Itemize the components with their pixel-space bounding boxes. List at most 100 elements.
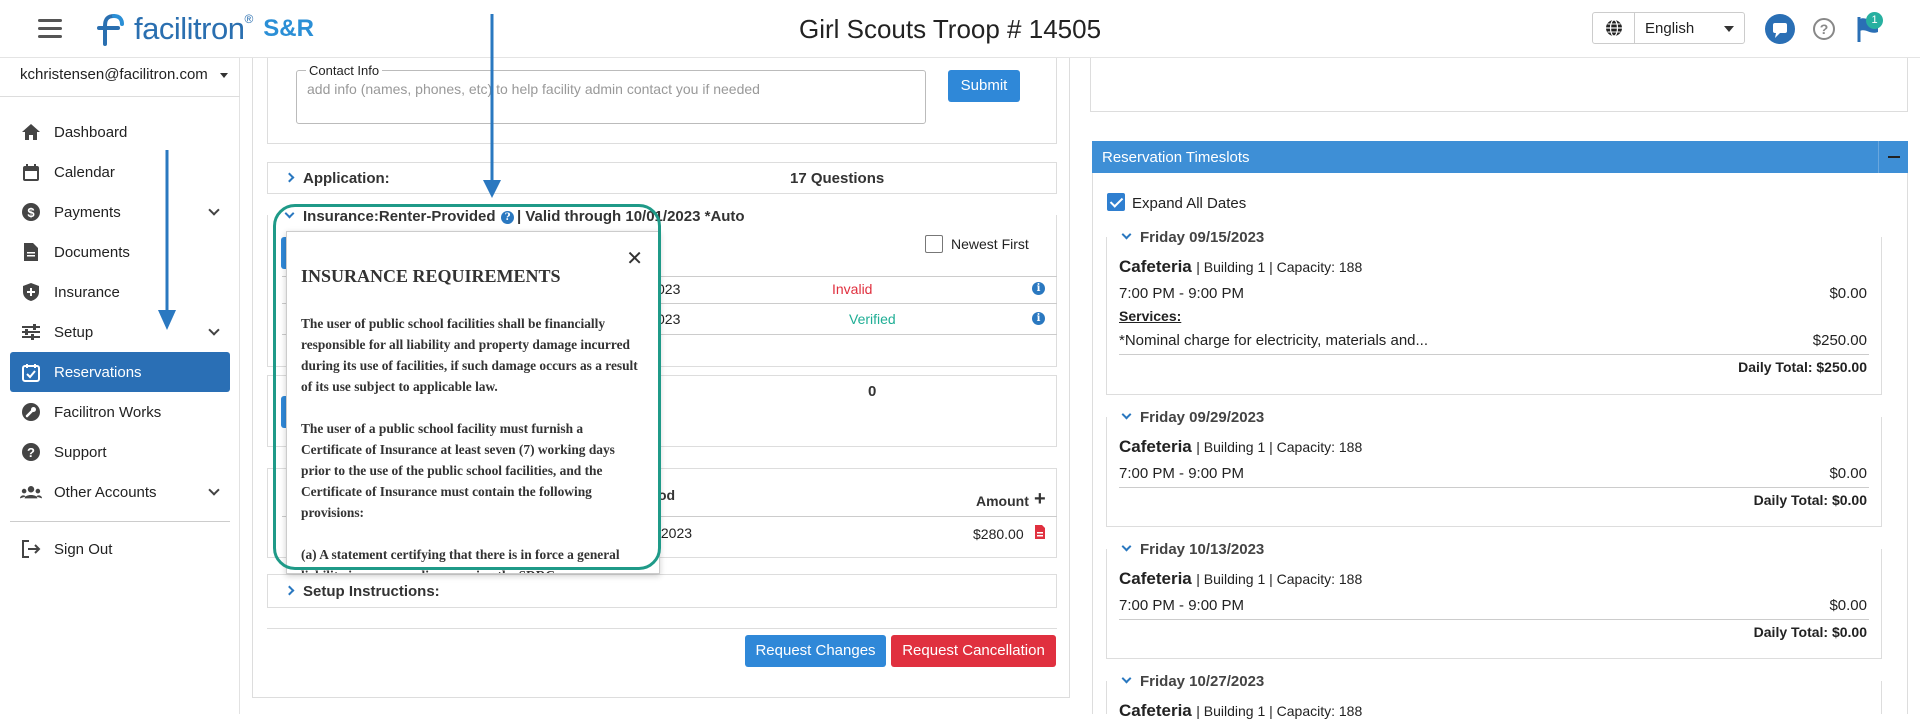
menu-icon[interactable] <box>38 19 62 38</box>
map-panel <box>1090 58 1908 112</box>
language-select[interactable]: English <box>1592 12 1745 44</box>
add-payment-icon[interactable]: + <box>1034 488 1046 510</box>
sidebar-item-reservations[interactable]: Reservations <box>10 352 230 392</box>
timeslot-card: Friday 10/13/2023 Cafeteria | Building 1… <box>1106 541 1882 659</box>
chevron-down-icon <box>219 72 228 78</box>
contact-section: Contact Info add info (names, phones, et… <box>267 58 1057 144</box>
sidebar-item-calendar[interactable]: Calendar <box>10 152 230 192</box>
sidebar-item-insurance[interactable]: Insurance <box>10 272 230 312</box>
logo-text: facilitron <box>134 11 245 46</box>
timeslot-amount: $0.00 <box>1829 465 1867 482</box>
pdf-icon[interactable] <box>1034 524 1046 540</box>
payments-section: od Amount + /2023 $280.00 <box>267 468 1057 558</box>
timeslot-card: Friday 09/15/2023 Cafeteria | Building 1… <box>1106 229 1882 395</box>
daily-total: Daily Total: $0.00 <box>1753 492 1867 508</box>
timeslot-amount: $0.00 <box>1829 597 1867 614</box>
chevron-down-icon <box>1121 229 1132 239</box>
page-title: Girl Scouts Troop # 14505 <box>798 14 1102 44</box>
timeslots-title: Reservation Timeslots <box>1102 149 1250 166</box>
timeslot-time: 7:00 PM - 9:00 PM <box>1119 285 1245 302</box>
sidebar: kchristensen@facilitron.com Dashboard Ca… <box>0 58 240 714</box>
setup-instructions-title: Setup Instructions: <box>284 583 440 600</box>
timeslot-amount: $0.00 <box>1829 285 1867 302</box>
chevron-down-icon[interactable] <box>208 204 220 216</box>
timeslot-time: 7:00 PM - 9:00 PM <box>1119 597 1245 614</box>
timeslot-date[interactable]: Friday 09/29/2023 <box>1121 409 1264 426</box>
service-amount: $250.00 <box>1812 332 1867 349</box>
timeslot-location: Cafeteria | Building 1 | Capacity: 188 <box>1119 257 1363 276</box>
divider <box>1119 354 1869 355</box>
comments-count: 0 <box>868 383 877 400</box>
info-icon[interactable]: ? <box>501 211 514 224</box>
insurance-row-date: 023 <box>657 311 681 327</box>
timeslot-card: Friday 09/29/2023 Cafeteria | Building 1… <box>1106 409 1882 527</box>
sidebar-item-setup[interactable]: Setup <box>10 312 230 352</box>
payment-row-date: /2023 <box>657 525 693 541</box>
sidebar-item-label: Calendar <box>54 163 115 181</box>
svg-text:?: ? <box>27 445 35 460</box>
expand-all-checkbox[interactable] <box>1107 193 1125 211</box>
sidebar-item-payments[interactable]: $ Payments <box>10 192 230 232</box>
sidebar-item-label: Insurance <box>54 283 120 301</box>
close-icon[interactable]: ✕ <box>626 248 643 270</box>
annotation-arrow-icon <box>483 14 501 198</box>
logo-suffix: S&R <box>263 15 314 42</box>
facilitron-logo[interactable]: facilitron ® S&R <box>96 10 314 48</box>
chevron-right-icon <box>284 172 295 182</box>
insurance-status-verified: Verified <box>849 311 896 327</box>
request-changes-button[interactable]: Request Changes <box>745 635 886 667</box>
insurance-title[interactable]: Insurance:Renter-Provided <box>284 208 496 225</box>
sidebar-item-label: Support <box>54 443 107 461</box>
application-title: Application: <box>284 170 390 187</box>
chevron-down-icon[interactable] <box>208 484 220 496</box>
sidebar-item-documents[interactable]: Documents <box>10 232 230 272</box>
divider <box>282 303 1057 304</box>
application-section[interactable]: Application: 17 Questions <box>267 162 1057 194</box>
sidebar-item-dashboard[interactable]: Dashboard <box>10 112 230 152</box>
contact-info-input[interactable]: add info (names, phones, etc) to help fa… <box>296 70 926 124</box>
right-panel <box>1090 58 1908 714</box>
expand-all-label: Expand All Dates <box>1132 195 1247 212</box>
logo-registered: ® <box>244 12 254 26</box>
chevron-down-icon <box>1121 409 1132 419</box>
popover-paragraph: The user of a public school facility mus… <box>301 421 615 520</box>
chat-icon[interactable] <box>1764 13 1796 45</box>
account-menu[interactable]: kchristensen@facilitron.com <box>20 66 228 83</box>
timeslot-date[interactable]: Friday 10/27/2023 <box>1121 673 1264 690</box>
sidebar-item-label: Documents <box>54 243 130 261</box>
divider <box>267 628 1057 629</box>
sidebar-item-support[interactable]: ? Support <box>10 432 230 472</box>
newest-first-label: Newest First <box>951 236 1029 252</box>
divider <box>1119 487 1869 488</box>
timeslot-time: 7:00 PM - 9:00 PM <box>1119 465 1245 482</box>
chevron-down-icon[interactable] <box>208 324 220 336</box>
daily-total: Daily Total: $0.00 <box>1753 624 1867 640</box>
help-icon: ? <box>20 441 42 463</box>
timeslot-date[interactable]: Friday 10/13/2023 <box>1121 541 1264 558</box>
collapse-icon[interactable] <box>1878 141 1908 173</box>
document-icon <box>20 241 42 263</box>
chevron-down-icon <box>284 208 295 218</box>
timeslot-date[interactable]: Friday 09/15/2023 <box>1121 229 1264 246</box>
help-circle-icon[interactable]: ? <box>1812 17 1836 41</box>
contact-info-label: Contact Info <box>306 63 383 78</box>
sidebar-item-label: Payments <box>54 203 121 221</box>
shield-icon <box>20 281 42 303</box>
timeslot-location: Cafeteria | Building 1 | Capacity: 188 <box>1119 701 1363 720</box>
calendar-check-icon <box>20 361 42 383</box>
request-cancellation-button[interactable]: Request Cancellation <box>891 635 1056 667</box>
daily-total: Daily Total: $250.00 <box>1738 359 1867 375</box>
dollar-icon: $ <box>20 201 42 223</box>
timeslot-card: Friday 10/27/2023 Cafeteria | Building 1… <box>1106 673 1882 720</box>
setup-instructions-section[interactable]: Setup Instructions: <box>267 574 1057 608</box>
sidebar-item-other-accounts[interactable]: Other Accounts <box>10 472 230 512</box>
info-icon[interactable]: i <box>1032 282 1045 295</box>
sign-out-link[interactable]: Sign Out <box>10 529 230 569</box>
sidebar-item-facilitron-works[interactable]: Facilitron Works <box>10 392 230 432</box>
info-icon[interactable]: i <box>1032 312 1045 325</box>
submit-button[interactable]: Submit <box>948 70 1020 102</box>
chevron-down-icon <box>1724 26 1734 32</box>
divider <box>10 521 230 522</box>
newest-first-checkbox[interactable] <box>925 235 943 253</box>
svg-text:$: $ <box>27 205 35 220</box>
